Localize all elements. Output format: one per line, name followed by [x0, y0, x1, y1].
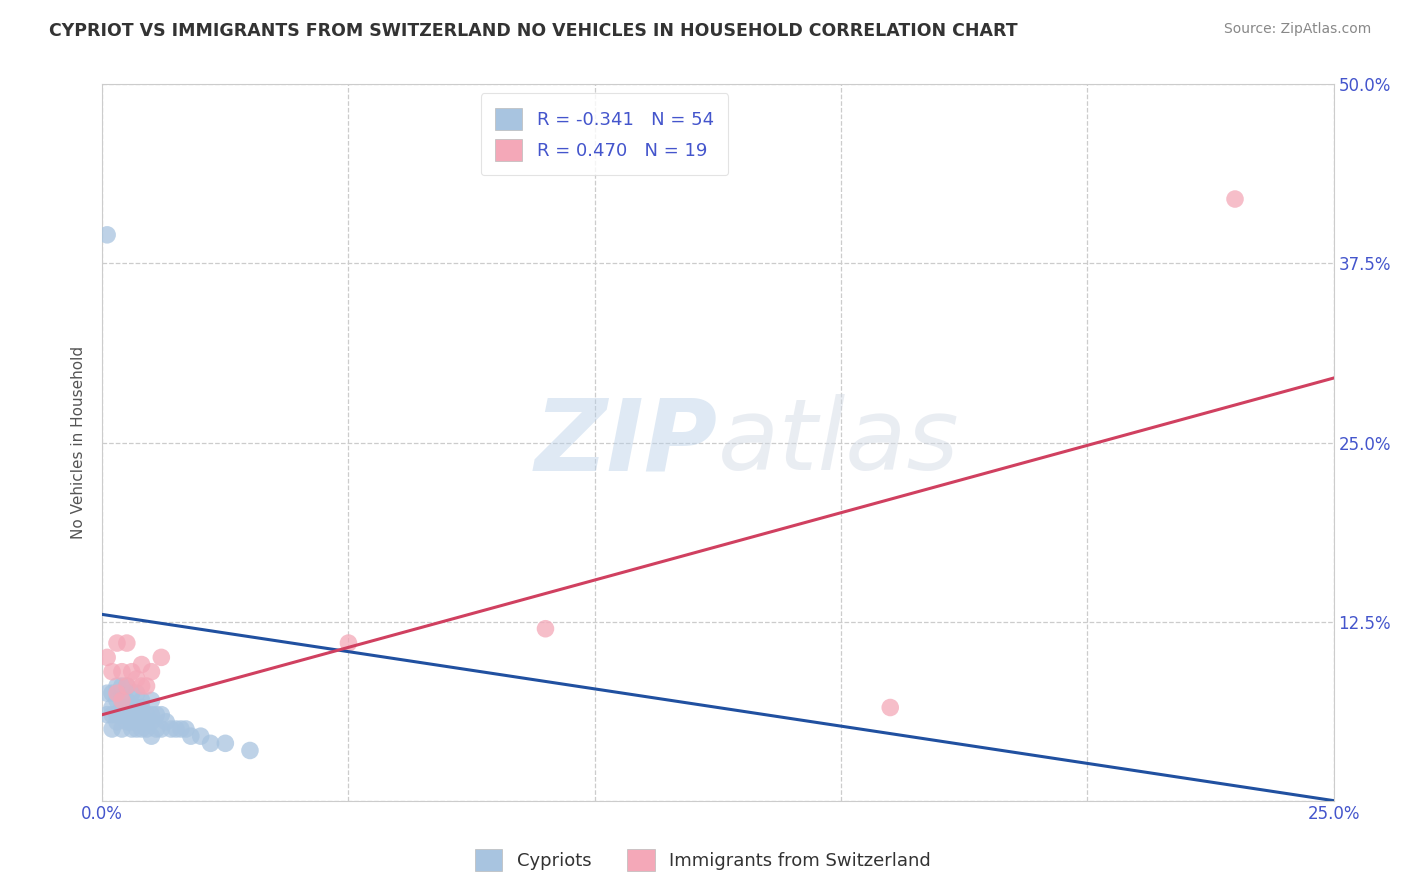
Point	[131, 679, 153, 693]
Point	[115, 636, 138, 650]
Point	[105, 714, 128, 729]
Point	[131, 693, 153, 707]
Point	[131, 657, 153, 672]
Point	[125, 722, 148, 736]
Point	[180, 729, 202, 743]
Point	[101, 665, 124, 679]
Point	[141, 665, 163, 679]
Point	[115, 693, 138, 707]
Point	[141, 693, 163, 707]
Point	[96, 707, 118, 722]
Point	[135, 679, 157, 693]
Point	[105, 679, 128, 693]
Point	[170, 722, 193, 736]
Point	[145, 707, 167, 722]
Point	[111, 700, 134, 714]
Point	[115, 679, 138, 693]
Point	[200, 736, 222, 750]
Point	[1223, 192, 1246, 206]
Point	[121, 686, 143, 700]
Text: atlas: atlas	[718, 394, 959, 491]
Point	[111, 665, 134, 679]
Point	[111, 722, 134, 736]
Point	[125, 700, 148, 714]
Point	[121, 665, 143, 679]
Point	[101, 700, 124, 714]
Point	[111, 679, 134, 693]
Point	[111, 693, 134, 707]
Text: CYPRIOT VS IMMIGRANTS FROM SWITZERLAND NO VEHICLES IN HOUSEHOLD CORRELATION CHAR: CYPRIOT VS IMMIGRANTS FROM SWITZERLAND N…	[49, 22, 1018, 40]
Point	[125, 686, 148, 700]
Point	[121, 707, 143, 722]
Point	[160, 722, 183, 736]
Point	[131, 707, 153, 722]
Point	[879, 700, 901, 714]
Point	[101, 707, 124, 722]
Point	[115, 700, 138, 714]
Point	[96, 686, 118, 700]
Point	[125, 672, 148, 686]
Legend: Cypriots, Immigrants from Switzerland: Cypriots, Immigrants from Switzerland	[468, 842, 938, 879]
Point	[150, 650, 173, 665]
Point	[135, 714, 157, 729]
Point	[115, 714, 138, 729]
Point	[190, 729, 212, 743]
Point	[105, 707, 128, 722]
Point	[125, 707, 148, 722]
Point	[131, 722, 153, 736]
Point	[115, 707, 138, 722]
Point	[101, 722, 124, 736]
Point	[115, 679, 138, 693]
Point	[141, 729, 163, 743]
Text: Source: ZipAtlas.com: Source: ZipAtlas.com	[1223, 22, 1371, 37]
Point	[214, 736, 236, 750]
Y-axis label: No Vehicles in Household: No Vehicles in Household	[72, 346, 86, 539]
Point	[105, 636, 128, 650]
Point	[174, 722, 197, 736]
Point	[239, 743, 262, 757]
Point	[121, 700, 143, 714]
Text: ZIP: ZIP	[534, 394, 718, 491]
Point	[96, 227, 118, 242]
Point	[534, 622, 557, 636]
Point	[101, 686, 124, 700]
Point	[337, 636, 360, 650]
Point	[121, 714, 143, 729]
Point	[105, 693, 128, 707]
Point	[135, 722, 157, 736]
Point	[141, 714, 163, 729]
Point	[131, 700, 153, 714]
Point	[155, 714, 177, 729]
Point	[111, 707, 134, 722]
Point	[165, 722, 187, 736]
Point	[150, 722, 173, 736]
Point	[105, 686, 128, 700]
Point	[121, 722, 143, 736]
Point	[150, 707, 173, 722]
Legend: R = -0.341   N = 54, R = 0.470   N = 19: R = -0.341 N = 54, R = 0.470 N = 19	[481, 94, 728, 176]
Point	[141, 707, 163, 722]
Point	[145, 722, 167, 736]
Point	[135, 707, 157, 722]
Point	[96, 650, 118, 665]
